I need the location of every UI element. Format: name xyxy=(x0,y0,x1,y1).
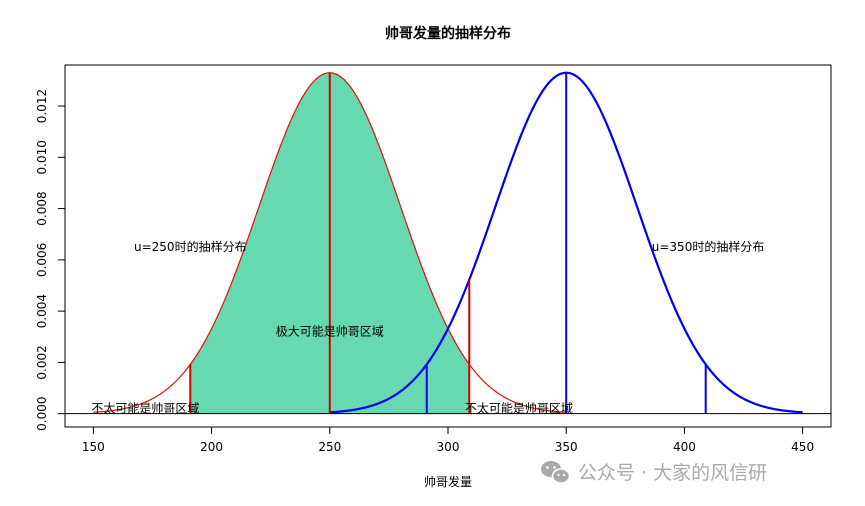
plot-layer xyxy=(65,71,831,415)
annotation-2: 极大可能是帅哥区域 xyxy=(276,325,384,339)
annotation-3: 不太可能是帅哥区域 xyxy=(91,401,199,416)
x-tick-label-1: 150 xyxy=(82,440,105,454)
y-tick-label-5: 0.008 xyxy=(35,191,49,225)
x-tick-label-6: 400 xyxy=(673,440,696,454)
wechat-icon xyxy=(541,461,571,484)
annotation-5: u=350时的抽样分布 xyxy=(652,239,765,254)
x-tick-label-5: 350 xyxy=(555,440,578,454)
y-tick-label-6: 0.010 xyxy=(35,140,49,174)
density-curve-1 xyxy=(93,72,567,413)
annotation-1: u=250时的抽样分布 xyxy=(134,239,247,254)
watermark-text: 公众号 · 大家的风信研 xyxy=(578,462,767,484)
x-tick-label-7: 450 xyxy=(791,440,814,454)
x-tick-label-2: 200 xyxy=(200,440,223,454)
x-axis-label: 帅哥发量 xyxy=(424,474,472,489)
x-tick-label-4: 300 xyxy=(437,440,460,454)
axes-layer: 150 200 250 300 350 400 450 0.000 0.002 0.004 0.00… xyxy=(35,89,814,454)
y-tick-label-4: 0.006 xyxy=(35,243,49,277)
watermark: 公众号 · 大家的风信研 xyxy=(541,461,767,484)
y-tick-label-2: 0.002 xyxy=(35,345,49,379)
annotation-4: 不太可能是帅哥区域 xyxy=(465,401,573,416)
chart-title: 帅哥发量的抽样分布 xyxy=(385,25,511,42)
y-tick-label-3: 0.004 xyxy=(35,294,49,328)
density-curve-2 xyxy=(329,71,803,414)
x-tick-label-3: 250 xyxy=(318,440,341,454)
y-tick-label-7: 0.012 xyxy=(35,89,49,123)
y-tick-label-1: 0.000 xyxy=(35,396,49,430)
